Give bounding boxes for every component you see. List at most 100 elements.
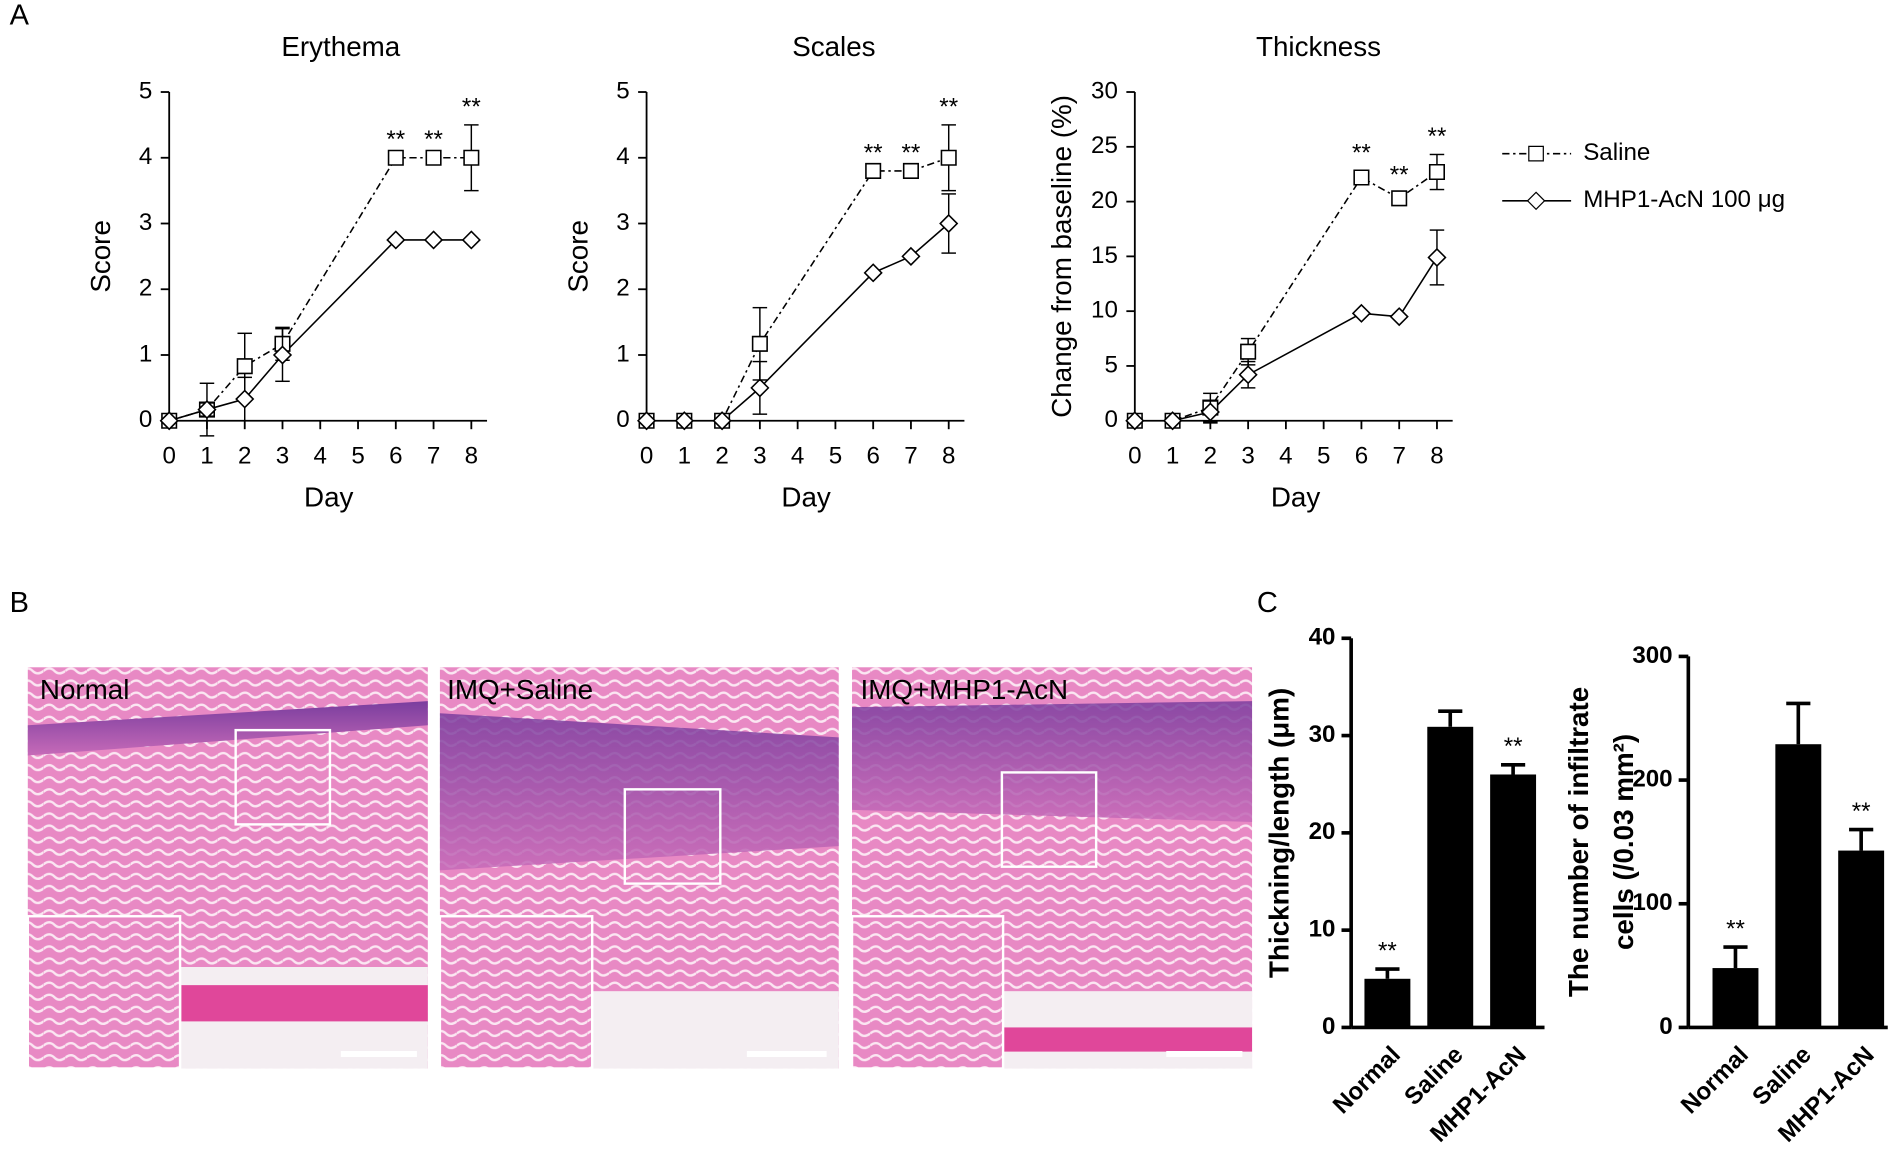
marker — [1353, 169, 1370, 186]
marker — [865, 162, 882, 179]
y-tick-label: 0 — [139, 406, 152, 433]
bar — [1490, 774, 1537, 1028]
x-tick-label: 8 — [465, 442, 478, 469]
y-tick-label: 5 — [139, 77, 152, 104]
x-tick-label: 6 — [1355, 442, 1368, 469]
x-tick-label: 1 — [678, 442, 691, 469]
marker — [197, 399, 217, 420]
x-axis-label: Day — [1271, 482, 1321, 513]
marker — [637, 411, 657, 431]
marker — [939, 213, 959, 234]
y-tick-label: 20 — [1091, 187, 1118, 214]
significance: ** — [1726, 916, 1745, 943]
marker — [463, 149, 480, 166]
marker — [1389, 307, 1409, 327]
y-tick-label: 25 — [1091, 132, 1118, 159]
significance: ** — [1504, 733, 1523, 760]
y-tick-label: 30 — [1309, 721, 1336, 748]
x-tick-label: 8 — [942, 442, 955, 469]
marker — [159, 411, 179, 431]
histology-image — [850, 667, 1253, 1070]
x-tick-label: 2 — [1204, 442, 1217, 469]
y-tick-label: 5 — [616, 77, 629, 104]
y-tick-label: 3 — [616, 209, 629, 236]
marker — [272, 345, 293, 365]
significance: ** — [902, 139, 921, 166]
histology-image — [26, 667, 428, 1070]
image-label: IMQ+MHP1-AcN — [860, 674, 1068, 705]
x-tick-label: 7 — [1392, 442, 1405, 469]
x-tick-label: 5 — [829, 442, 842, 469]
legend-marker — [1528, 145, 1544, 162]
marker — [387, 149, 404, 166]
y-tick-label: 100 — [1632, 889, 1672, 916]
y-tick-label: 40 — [1309, 624, 1336, 651]
x-tick-label: 3 — [753, 442, 766, 469]
significance: ** — [1352, 139, 1371, 166]
y-axis-label: cells (/0.03 mm²) — [1608, 734, 1639, 950]
chart-title: Erythema — [281, 31, 400, 62]
chart-title: Thickness — [1256, 31, 1381, 62]
y-tick-label: 0 — [616, 406, 629, 433]
y-axis-label: Score — [85, 220, 116, 293]
x-tick-label: 3 — [1241, 442, 1254, 469]
series-line — [1134, 257, 1438, 422]
y-tick-label: 10 — [1091, 297, 1118, 324]
series-line — [646, 157, 949, 422]
marker — [863, 263, 883, 283]
y-tick-label: 3 — [139, 209, 152, 236]
marker — [236, 358, 253, 375]
significance: ** — [1428, 123, 1447, 150]
marker — [940, 149, 957, 166]
x-tick-label: 1 — [1166, 442, 1179, 469]
bar — [1712, 968, 1759, 1028]
series-line — [168, 239, 472, 422]
significance: ** — [1390, 161, 1409, 188]
x-tick-label: 7 — [904, 442, 917, 469]
marker — [461, 230, 481, 250]
marker — [1391, 190, 1408, 207]
x-tick-label: 4 — [1279, 442, 1292, 469]
marker — [751, 335, 768, 352]
legend-label: Saline — [1583, 139, 1650, 166]
y-tick-label: 5 — [1104, 351, 1117, 378]
x-tick-label: Normal — [1676, 1041, 1754, 1119]
x-tick-label: 2 — [238, 442, 251, 469]
series-line — [168, 156, 472, 422]
y-tick-label: 4 — [139, 143, 152, 170]
y-tick-label: 200 — [1632, 765, 1672, 792]
marker — [750, 378, 770, 398]
y-tick-label: 2 — [616, 275, 629, 302]
x-tick-label: 5 — [351, 442, 364, 469]
significance: ** — [386, 126, 405, 153]
x-axis-label: Day — [781, 482, 831, 513]
marker — [235, 389, 255, 409]
y-tick-label: 30 — [1091, 77, 1118, 104]
y-axis-label: Change from baseline (%) — [1046, 95, 1077, 418]
significance: ** — [424, 126, 443, 153]
y-tick-label: 20 — [1309, 818, 1336, 845]
y-tick-label: 10 — [1309, 916, 1336, 943]
marker — [902, 162, 919, 179]
x-tick-label: 5 — [1317, 442, 1330, 469]
x-tick-label: 0 — [162, 442, 175, 469]
marker — [712, 411, 732, 431]
y-tick-label: 4 — [616, 143, 629, 170]
x-tick-label: Normal — [1328, 1041, 1406, 1119]
y-axis-label: The number of infiltrate — [1563, 687, 1594, 997]
bar — [1364, 978, 1411, 1028]
image-label: IMQ+Saline — [447, 674, 593, 705]
legend-marker — [1526, 191, 1546, 211]
series-line — [646, 222, 950, 422]
x-tick-label: 1 — [200, 442, 213, 469]
x-tick-label: 6 — [389, 442, 402, 469]
significance: ** — [1852, 798, 1871, 825]
panel-label: A — [10, 0, 30, 32]
marker — [423, 230, 444, 250]
marker — [1351, 303, 1371, 323]
chart-title: Scales — [792, 31, 875, 62]
panel-label: C — [1257, 587, 1278, 619]
marker — [1238, 365, 1258, 385]
y-tick-label: 15 — [1091, 242, 1118, 269]
